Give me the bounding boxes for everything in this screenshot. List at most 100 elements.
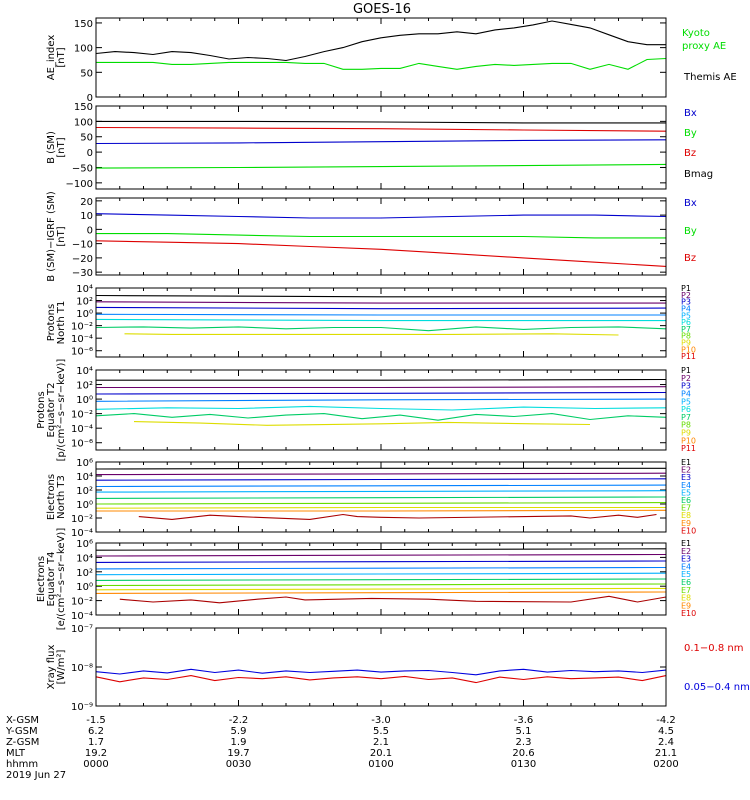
legend-entry: P9 xyxy=(681,429,691,438)
y-tick-label: 10⁰ xyxy=(76,309,93,320)
panel-frame xyxy=(95,287,667,358)
series-line-p_equator xyxy=(95,398,667,402)
legend-entry: E9 xyxy=(681,601,691,610)
y-tick-label: 10⁻⁶ xyxy=(71,347,93,358)
series-line-e_equator xyxy=(95,583,667,587)
legend-entry: P6 xyxy=(681,318,691,327)
legend-entry: Bx xyxy=(684,198,697,209)
legend-entry: P2 xyxy=(681,374,691,383)
footer-value: 4.5 xyxy=(658,726,674,737)
footer-value: 0100 xyxy=(368,759,393,770)
legend-entry: P6 xyxy=(681,405,691,414)
panel-frame xyxy=(95,17,667,98)
legend-entry: P11 xyxy=(681,444,696,453)
y-tick-label: 10⁻⁴ xyxy=(71,611,93,622)
series-line-e_equator xyxy=(95,578,667,581)
legend-entry: P8 xyxy=(681,332,691,341)
footer-value: 2.3 xyxy=(516,737,532,748)
legend-entry: E2 xyxy=(681,466,691,475)
legend-entry: Bx xyxy=(684,108,697,119)
series-line-bsm xyxy=(95,126,667,132)
legend-entry: 0.05−0.4 nm xyxy=(684,682,750,693)
y-axis-label: B (SM) xyxy=(46,131,57,164)
y-axis-label: Equator T4 xyxy=(46,552,57,607)
footer-value: 0000 xyxy=(83,759,108,770)
y-tick-label: 10⁴ xyxy=(76,284,93,295)
y-tick-label: 0 xyxy=(87,93,93,104)
series-line-ae xyxy=(95,20,666,62)
footer-value: 20.1 xyxy=(370,748,392,759)
panel-frame xyxy=(95,369,667,451)
legend-entry: E3 xyxy=(681,473,691,482)
series-line-e_north xyxy=(95,472,667,476)
y-axis-label: Protons xyxy=(36,391,47,428)
series-line-igrf xyxy=(95,213,667,219)
y-tick-label: 10⁻⁸ xyxy=(71,663,93,674)
series-line-e_north xyxy=(95,502,667,505)
y-tick-label: 10⁻⁶ xyxy=(71,439,93,450)
y-axis-label: B (SM)−IGRF (SM) xyxy=(46,191,57,282)
footer-value: 2.1 xyxy=(373,737,389,748)
legend-entry: 0.1−0.8 nm xyxy=(684,643,743,654)
y-tick-label: 10⁴ xyxy=(76,553,93,564)
series-line-e_north xyxy=(95,506,666,509)
y-tick-label: 150 xyxy=(74,102,93,113)
y-axis-label: [nT] xyxy=(56,137,67,157)
y-tick-label: 10⁻² xyxy=(71,597,93,608)
legend-entry: E10 xyxy=(681,609,696,618)
footer-value: 1.7 xyxy=(88,737,104,748)
footer-value: 0200 xyxy=(653,759,678,770)
footer-value: 21.1 xyxy=(655,748,677,759)
legend-entry: Bz xyxy=(684,148,696,159)
y-tick-label: 10⁻² xyxy=(71,410,93,421)
footer-value: 20.6 xyxy=(512,748,534,759)
footer-row-label: X-GSM xyxy=(6,715,39,726)
footer-value: 0130 xyxy=(511,759,536,770)
y-tick-label: 10⁻⁹ xyxy=(71,702,93,713)
series-line-e_equator xyxy=(95,572,667,576)
footer-value: -2.2 xyxy=(229,715,249,726)
footer-value: -3.0 xyxy=(371,715,391,726)
panel-xray: 10⁻⁹ 10⁻⁸ 10⁻⁷ Xray flux [W/m²] 0.1−0.8 nm 0.0… xyxy=(46,624,750,713)
footer-row-label: hhmm xyxy=(6,759,38,770)
y-tick-label: 50 xyxy=(80,133,93,144)
y-axis-label: Xray flux xyxy=(46,645,57,690)
y-tick-label: 10² xyxy=(76,568,93,579)
footer-value: 1.9 xyxy=(231,737,247,748)
footer-row-label: MLT xyxy=(6,748,26,759)
y-tick-label: 10⁰ xyxy=(76,395,93,406)
y-tick-label: 10⁰ xyxy=(76,582,93,593)
panel-igrf: −30 −20 −10 0 10 20 B (SM)−IGRF (SM) [nT] Bx By Bz xyxy=(46,191,697,282)
legend-entry: E10 xyxy=(681,526,696,535)
legend-entry: P4 xyxy=(681,304,691,313)
y-axis-label: North T1 xyxy=(56,301,67,345)
footer-value: -1.5 xyxy=(86,715,106,726)
panel-ae: 0 50 100 150 AE_index [nT] Kyoto proxy AE Themis… xyxy=(46,17,737,104)
legend-entry: By xyxy=(684,226,697,237)
y-tick-label: 0 xyxy=(87,148,93,159)
footer-row-label: Y-GSM xyxy=(5,726,38,737)
series-line-igrf xyxy=(95,240,667,267)
y-tick-label: 10⁶ xyxy=(76,539,93,550)
legend-entry: P1 xyxy=(681,366,691,375)
y-tick-label: 50 xyxy=(80,68,93,79)
series-line-e_equator xyxy=(95,548,667,551)
panel-frame xyxy=(95,105,667,190)
footer-value: 0030 xyxy=(226,759,251,770)
series-line-e_north xyxy=(95,467,666,470)
series-line-e_north xyxy=(95,484,667,488)
series-line-p_equator xyxy=(133,421,591,426)
series-line-xray xyxy=(95,675,667,684)
series-line-bsm xyxy=(95,163,667,169)
legend-entry: E6 xyxy=(681,496,691,505)
legend-entry: E7 xyxy=(681,504,691,513)
series-line-e_equator xyxy=(95,587,667,591)
footer-value: 5.5 xyxy=(373,726,389,737)
legend-entry: P5 xyxy=(681,311,691,320)
footer-value: -3.6 xyxy=(514,715,534,726)
footer-value: 5.1 xyxy=(516,726,532,737)
y-tick-label: 0 xyxy=(87,225,93,236)
legend-entry: E2 xyxy=(681,547,691,556)
y-tick-label: 150 xyxy=(74,19,93,30)
y-axis-label: Equator T2 xyxy=(46,383,57,438)
